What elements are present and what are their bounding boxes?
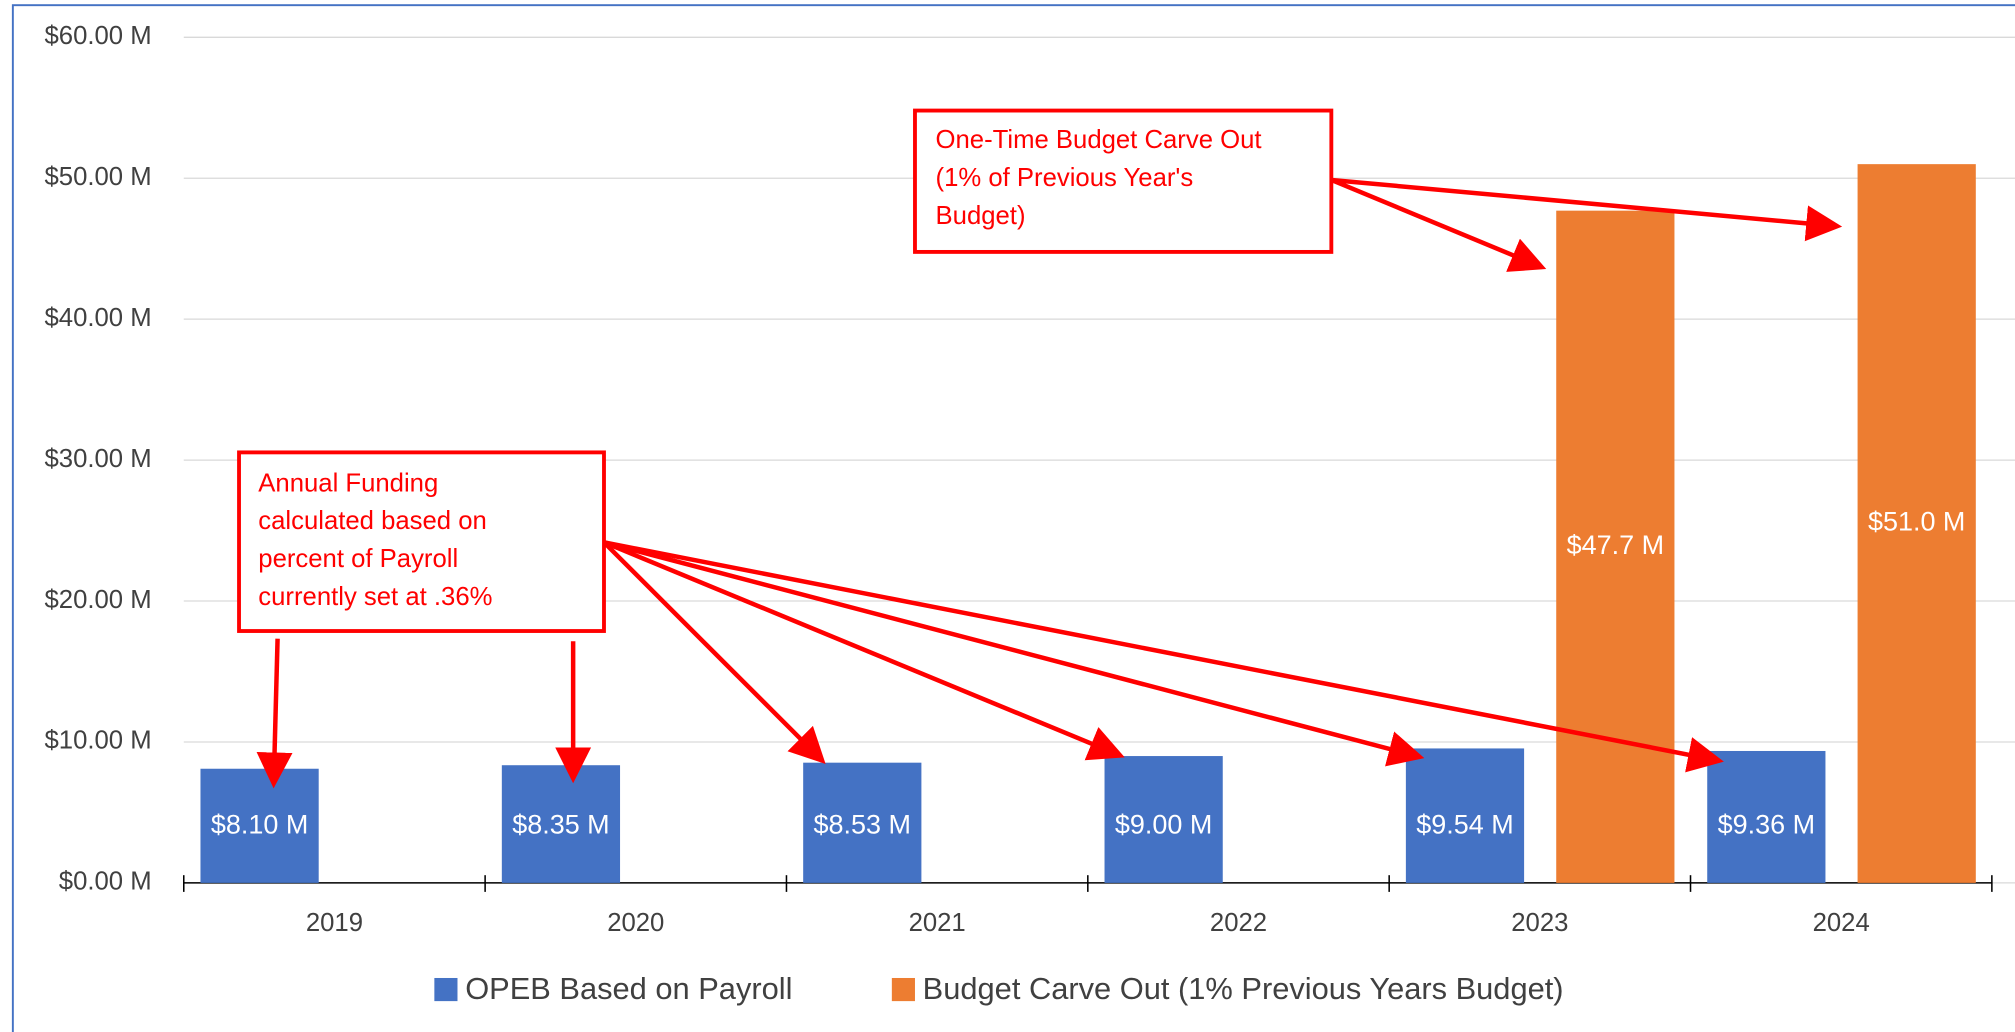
bar [1405, 748, 1525, 883]
data-label: $9.54 M [1416, 809, 1513, 839]
y-tick-label: $60.00 M [45, 22, 152, 50]
chart-frame [11, 4, 2015, 1032]
annotation-text: Annual Funding [258, 469, 438, 497]
y-tick-label: $0.00 M [59, 868, 152, 896]
bar [803, 762, 922, 883]
x-tick-label: 2024 [1813, 909, 1870, 937]
x-tick-label: 2022 [1210, 909, 1267, 937]
data-label: $8.35 M [512, 809, 609, 839]
annotation-box [913, 108, 1334, 254]
legend-label: Budget Carve Out (1% Previous Years Budg… [923, 971, 1564, 1006]
annotation-text: One-Time Budget Carve Out [936, 126, 1262, 154]
y-tick-label: $20.00 M [45, 586, 152, 614]
annotation-arrow [603, 540, 1425, 767]
legend-swatch [891, 977, 915, 1002]
annotation-box [237, 450, 606, 633]
annotation-arrow [256, 638, 293, 789]
x-tick-label: 2021 [909, 909, 966, 937]
data-label: $47.7 M [1567, 530, 1664, 560]
annotation-text: (1% of Previous Year's [936, 164, 1194, 192]
data-label: $8.53 M [814, 809, 911, 839]
y-tick-label: $40.00 M [45, 304, 152, 332]
annotation-text: percent of Payroll [258, 545, 458, 573]
annotation-text: Budget) [936, 202, 1026, 230]
data-label: $51.0 M [1868, 507, 1965, 537]
annotation-arrow [603, 540, 1125, 761]
x-tick-label: 2023 [1511, 909, 1568, 937]
annotation-arrow [1331, 177, 1843, 242]
bar [1857, 164, 1976, 883]
annotation-arrow [1330, 177, 1547, 272]
legend-label: OPEB Based on Payroll [465, 971, 792, 1006]
x-tick-label: 2019 [306, 909, 363, 937]
y-tick-label: $50.00 M [45, 163, 152, 191]
bar [1707, 750, 1826, 883]
data-label: $9.00 M [1115, 809, 1212, 839]
data-label: $8.10 M [211, 809, 308, 839]
data-label: $9.36 M [1718, 809, 1815, 839]
bar [1556, 210, 1675, 883]
annotation-arrow [603, 540, 1724, 773]
x-tick-label: 2020 [607, 909, 664, 937]
annotation-text: currently set at .36% [258, 583, 492, 611]
bar [1104, 756, 1223, 883]
annotation-text: calculated based on [258, 507, 487, 535]
y-tick-label: $30.00 M [45, 445, 152, 473]
legend-swatch [434, 977, 458, 1002]
annotation-arrow [602, 540, 826, 764]
y-tick-label: $10.00 M [45, 727, 152, 755]
bar [501, 765, 621, 883]
